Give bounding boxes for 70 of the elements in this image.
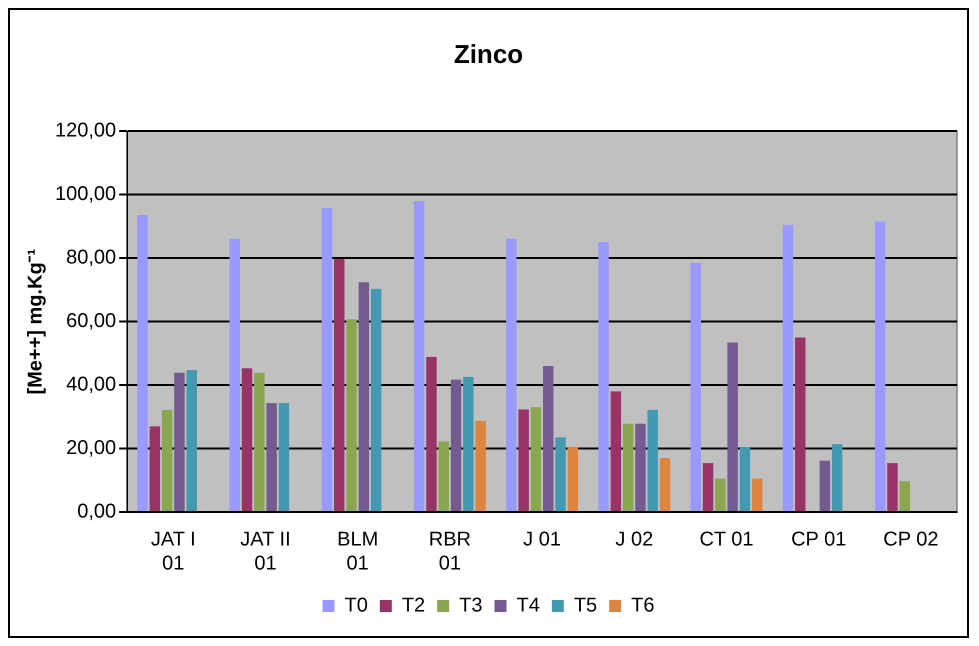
bar [358, 282, 370, 511]
x-tick-label: BLM 01 [337, 528, 378, 575]
bar [230, 238, 240, 511]
legend-label: T3 [459, 594, 483, 617]
bar [555, 437, 566, 511]
legend-label: T0 [344, 594, 368, 617]
bar [426, 356, 437, 511]
legend-label: T2 [402, 594, 426, 617]
bar [752, 478, 762, 511]
x-tick-label: CP 01 [791, 528, 846, 551]
bar [702, 463, 714, 511]
bar [622, 424, 634, 511]
y-tick-label: 40,00 [66, 374, 116, 396]
y-tick-label: 60,00 [66, 310, 116, 332]
x-tick-label: CT 01 [699, 528, 754, 551]
legend-label: T5 [574, 594, 598, 617]
bar [346, 319, 357, 511]
bar [740, 446, 750, 511]
bar [334, 259, 344, 511]
bar [242, 368, 252, 511]
x-tick-label: RBR 01 [428, 528, 471, 575]
bar [266, 403, 277, 511]
bar [543, 366, 554, 511]
bar [715, 478, 726, 511]
y-tick-label: 80,00 [66, 246, 116, 269]
bar [887, 463, 898, 511]
bar [438, 442, 449, 511]
bar [254, 372, 265, 511]
bar [660, 458, 670, 511]
x-tick-label: JAT I 01 [150, 528, 196, 575]
bar [900, 481, 910, 511]
x-tick-label: J 02 [615, 528, 654, 551]
bar [568, 446, 578, 511]
x-tick-label: J 01 [523, 528, 561, 551]
bar [648, 410, 658, 511]
y-tick-label: 120,00 [55, 120, 116, 142]
bar [782, 224, 794, 511]
bar [278, 403, 290, 511]
bar [162, 410, 172, 511]
y-tick-label: 20,00 [66, 437, 116, 460]
bar [414, 201, 424, 511]
bar [150, 426, 160, 511]
bar [635, 424, 646, 511]
legend-label: T4 [516, 594, 540, 617]
bar [820, 460, 830, 511]
bar [610, 391, 622, 511]
bar [174, 372, 185, 511]
y-axis-title: [Me++] mg.Kg⁻¹ [24, 248, 47, 395]
chart-title: Zinco [454, 38, 524, 69]
bar [370, 288, 382, 511]
bar [874, 222, 886, 511]
bar [727, 342, 738, 511]
bar [450, 380, 462, 511]
bar [506, 238, 517, 511]
bar [137, 214, 148, 511]
bar [186, 370, 197, 511]
x-tick-label: CP 02 [883, 528, 939, 551]
bar [530, 407, 542, 511]
legend-label: T6 [631, 594, 655, 617]
bar [690, 262, 701, 511]
bar [475, 420, 486, 511]
y-tick-label: 0,00 [77, 500, 116, 523]
bar [463, 376, 474, 511]
x-tick-label: JAT II 01 [240, 528, 291, 575]
bar [795, 337, 806, 511]
y-tick-label: 100,00 [55, 183, 116, 206]
bar [518, 410, 529, 511]
bar [832, 444, 842, 511]
bar [322, 208, 332, 511]
bar [598, 242, 609, 511]
